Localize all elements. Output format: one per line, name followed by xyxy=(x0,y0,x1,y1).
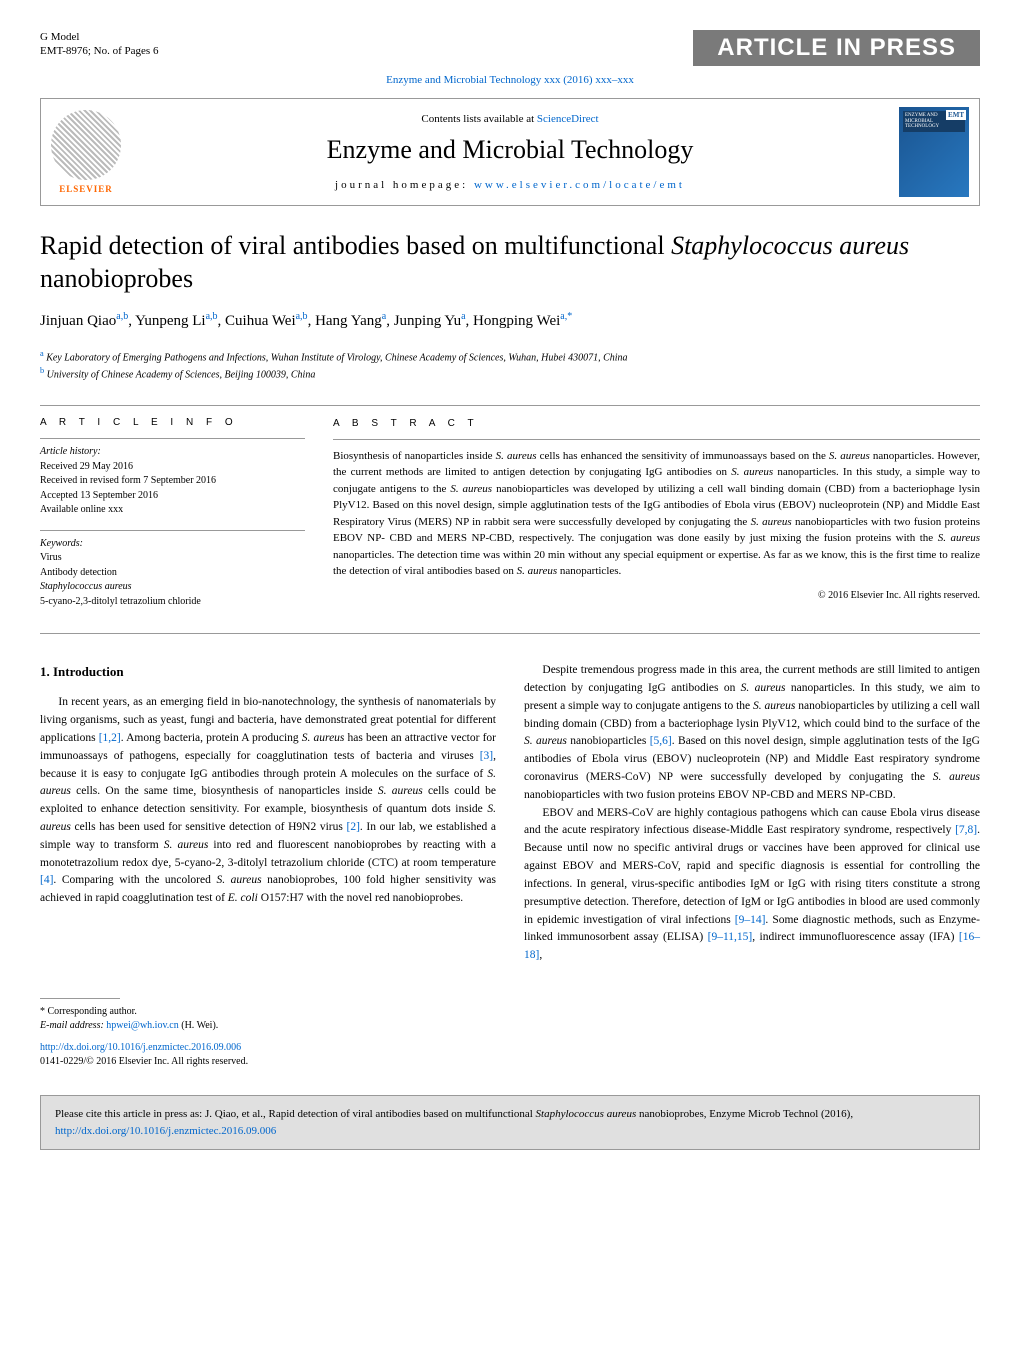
intro-heading: 1. Introduction xyxy=(40,662,496,682)
kw3: Staphylococcus aureus xyxy=(40,580,305,595)
right-p1: Despite tremendous progress made in this… xyxy=(524,662,980,805)
kw4: 5-cyano-2,3-ditolyl tetrazolium chloride xyxy=(40,595,305,610)
abstract: A B S T R A C T Biosynthesis of nanopart… xyxy=(333,416,980,622)
kw2: Antibody detection xyxy=(40,566,305,581)
affiliation-b: University of Chinese Academy of Science… xyxy=(47,370,316,381)
revised: Received in revised form 7 September 201… xyxy=(40,474,305,489)
corr-label: * Corresponding author. xyxy=(40,1005,496,1019)
contents-line: Contents lists available at ScienceDirec… xyxy=(141,113,879,125)
doi-block: http://dx.doi.org/10.1016/j.enzmictec.20… xyxy=(40,1041,496,1069)
abstract-text: Biosynthesis of nanoparticles inside S. … xyxy=(333,448,980,580)
article-info: A R T I C L E I N F O Article history: R… xyxy=(40,416,305,622)
right-column: Despite tremendous progress made in this… xyxy=(524,662,980,1069)
gmodel-line1: G Model xyxy=(40,30,158,44)
elsevier-label: ELSEVIER xyxy=(59,184,113,194)
homepage-link[interactable]: www.elsevier.com/locate/emt xyxy=(474,179,685,191)
kw1: Virus xyxy=(40,551,305,566)
received: Received 29 May 2016 xyxy=(40,460,305,475)
elsevier-logo: ELSEVIER xyxy=(41,99,131,205)
cite-this-article-box: Please cite this article in press as: J.… xyxy=(40,1095,980,1150)
email-link[interactable]: hpwei@wh.iov.cn xyxy=(106,1020,178,1031)
email-label: E-mail address: xyxy=(40,1020,104,1031)
abstract-heading: A B S T R A C T xyxy=(333,416,980,431)
abstract-copyright: © 2016 Elsevier Inc. All rights reserved… xyxy=(333,588,980,603)
authors: Jinjuan Qiaoa,b, Yunpeng Lia,b, Cuihua W… xyxy=(40,311,980,330)
article-in-press-banner: ARTICLE IN PRESS xyxy=(693,30,980,66)
online: Available online xxx xyxy=(40,503,305,518)
doi-link[interactable]: http://dx.doi.org/10.1016/j.enzmictec.20… xyxy=(40,1041,496,1055)
right-p2: EBOV and MERS-CoV are highly contagious … xyxy=(524,805,980,965)
left-column: 1. Introduction In recent years, as an e… xyxy=(40,662,496,1069)
homepage-line: journal homepage: www.elsevier.com/locat… xyxy=(141,179,879,191)
cover-badge: EMT xyxy=(946,110,966,120)
issn-copyright: 0141-0229/© 2016 Elsevier Inc. All right… xyxy=(40,1055,496,1069)
contents-prefix: Contents lists available at xyxy=(421,113,536,125)
intro-paragraph: In recent years, as an emerging field in… xyxy=(40,694,496,908)
article-title: Rapid detection of viral antibodies base… xyxy=(40,230,980,295)
info-heading: A R T I C L E I N F O xyxy=(40,416,305,431)
history-label: Article history: xyxy=(40,445,305,460)
affiliations: a Key Laboratory of Emerging Pathogens a… xyxy=(40,348,980,383)
accepted: Accepted 13 September 2016 xyxy=(40,489,305,504)
keywords-label: Keywords: xyxy=(40,537,305,552)
header-center: Contents lists available at ScienceDirec… xyxy=(131,99,889,205)
journal-name: Enzyme and Microbial Technology xyxy=(141,135,879,165)
corresponding-author: * Corresponding author. E-mail address: … xyxy=(40,1005,496,1033)
email-name: (H. Wei). xyxy=(181,1020,218,1031)
gmodel-line2: EMT-8976; No. of Pages 6 xyxy=(40,44,158,58)
journal-cover: ENZYME AND MICROBIAL TECHNOLOGY EMT xyxy=(889,99,979,205)
citation-top: Enzyme and Microbial Technology xxx (201… xyxy=(40,74,980,86)
sciencedirect-link[interactable]: ScienceDirect xyxy=(537,113,599,125)
model-header: G Model EMT-8976; No. of Pages 6 ARTICLE… xyxy=(40,30,980,66)
model-info: G Model EMT-8976; No. of Pages 6 xyxy=(40,30,158,59)
affiliation-a: Key Laboratory of Emerging Pathogens and… xyxy=(46,352,627,363)
journal-header-box: ELSEVIER Contents lists available at Sci… xyxy=(40,98,980,206)
homepage-prefix: journal homepage: xyxy=(335,179,474,191)
elsevier-tree-icon xyxy=(51,110,121,180)
